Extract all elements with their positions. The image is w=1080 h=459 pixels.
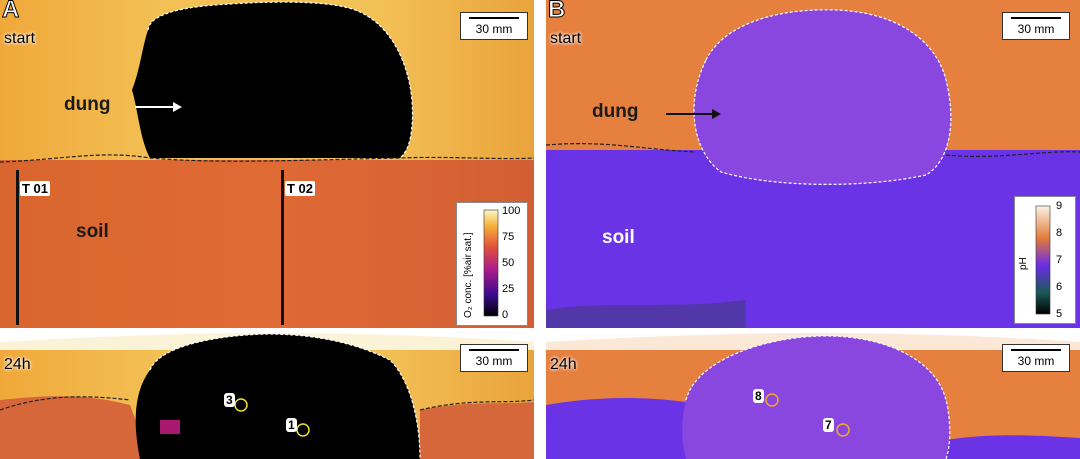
scale-bar-label: 30 mm <box>475 354 513 368</box>
scale-bar-start: 30 mm <box>460 12 528 40</box>
o2-tick-75: 75 <box>502 231 515 243</box>
dung-label: dung <box>592 101 639 122</box>
ph-map-image <box>546 0 1080 459</box>
scale-bar-start: 30 mm <box>1002 12 1070 40</box>
scale-bar-24h: 30 mm <box>1002 344 1070 372</box>
time-label-24h: 24h <box>550 356 577 373</box>
oxygen-map-image <box>0 0 534 459</box>
o2-tick-50: 50 <box>502 257 515 269</box>
panel-b-ph-image: B start 24h 30 mm 30 mm dung soil 8 7 pH… <box>546 0 1080 459</box>
scale-bar-label: 30 mm <box>1017 354 1055 368</box>
o2-colorbar-title: O₂ conc. [%air sat.] <box>463 232 474 318</box>
ph-tick-7: 7 <box>1056 254 1063 266</box>
spot-7-marker <box>836 423 850 437</box>
ph-colorbar-title: pH <box>1018 257 1029 270</box>
transect-t01-label: T 01 <box>20 181 51 196</box>
spot-8-label: 8 <box>753 389 764 403</box>
dung-label: dung <box>64 94 111 115</box>
spot-1-marker <box>296 423 310 437</box>
spot-8-marker <box>765 393 779 407</box>
o2-tick-100: 100 <box>502 205 521 217</box>
ph-tick-8: 8 <box>1056 227 1063 239</box>
time-label-24h: 24h <box>4 356 31 373</box>
ph-tick-9: 9 <box>1056 200 1063 212</box>
time-label-start: start <box>4 30 36 47</box>
scale-bar-24h: 30 mm <box>460 344 528 372</box>
panel-letter: B <box>547 0 566 24</box>
soil-label: soil <box>76 221 109 242</box>
soil-label: soil <box>602 227 635 248</box>
spot-3-label: 3 <box>224 393 235 407</box>
o2-tick-25: 25 <box>502 283 515 295</box>
panel-letter: A <box>1 0 20 24</box>
time-label-start: start <box>550 30 582 47</box>
scale-bar-label: 30 mm <box>475 22 513 36</box>
panel-a-oxygen-image: A start 24h 30 mm 30 mm dung soil T 01 T… <box>0 0 534 459</box>
spot-3-marker <box>234 398 248 412</box>
scale-bar-label: 30 mm <box>1017 22 1055 36</box>
o2-tick-0: 0 <box>502 309 509 321</box>
ph-tick-5: 5 <box>1056 308 1063 320</box>
spot-1-label: 1 <box>286 418 297 432</box>
ph-tick-6: 6 <box>1056 281 1063 293</box>
transect-t02-label: T 02 <box>285 181 316 196</box>
spot-7-label: 7 <box>823 418 834 432</box>
